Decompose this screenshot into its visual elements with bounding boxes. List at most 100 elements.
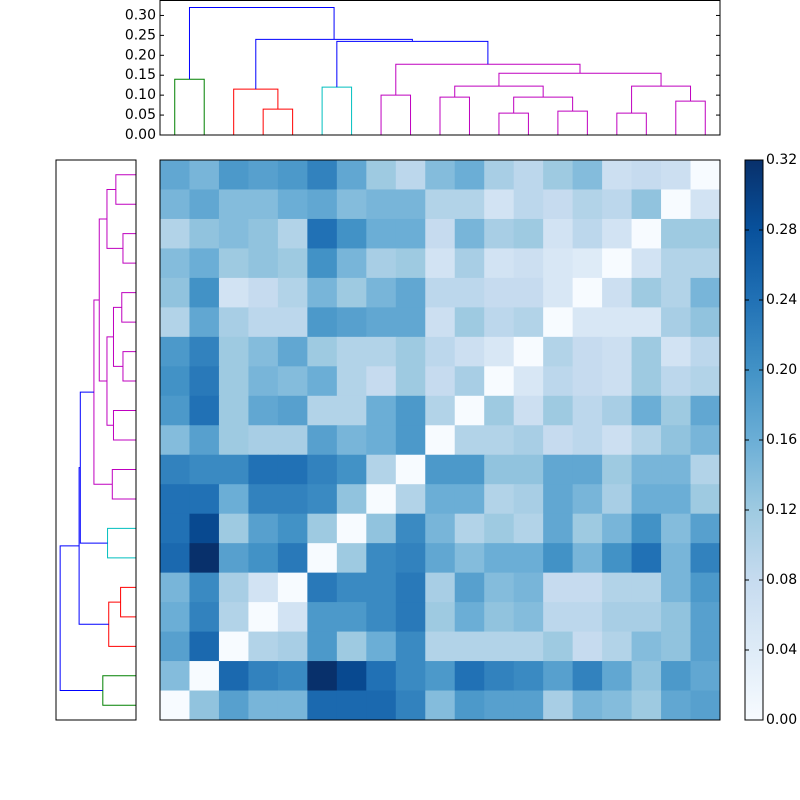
top-dendrogram-link <box>188 6 335 80</box>
heatmap-cell <box>189 661 220 692</box>
heatmap-cell <box>189 248 220 279</box>
heatmap-cell <box>395 366 426 397</box>
heatmap-cell <box>602 366 633 397</box>
heatmap-cell <box>307 160 338 190</box>
heatmap-cell <box>484 513 515 544</box>
heatmap-cell <box>336 661 367 692</box>
heatmap-cell <box>690 631 721 662</box>
heatmap-cell <box>395 484 426 515</box>
heatmap-cell <box>248 572 279 603</box>
heatmap-cell <box>307 602 338 633</box>
colorbar-tick-label: 0.24 <box>766 292 797 308</box>
heatmap-cell <box>572 513 603 544</box>
heatmap-cell <box>513 160 544 190</box>
heatmap-cell <box>484 484 515 515</box>
heatmap-cell <box>307 366 338 397</box>
heatmap-cell <box>631 513 662 544</box>
heatmap-cell <box>454 602 485 633</box>
heatmap-cell <box>336 572 367 603</box>
heatmap-cell <box>189 189 220 220</box>
heatmap-cell <box>160 248 190 279</box>
heatmap-cell <box>543 277 574 308</box>
heatmap-cell <box>454 631 485 662</box>
y-tick-label: 0.05 <box>125 107 156 123</box>
heatmap-cell <box>484 425 515 456</box>
heatmap-cell <box>454 277 485 308</box>
heatmap-cell <box>336 690 367 721</box>
heatmap-cell <box>661 454 692 485</box>
heatmap-cell <box>336 513 367 544</box>
heatmap-cell <box>366 395 397 426</box>
heatmap-cell <box>661 602 692 633</box>
heatmap-cell <box>189 543 220 574</box>
heatmap-cell <box>248 366 279 397</box>
heatmap-cell <box>366 189 397 220</box>
heatmap-cell <box>572 631 603 662</box>
heatmap-cell <box>425 366 456 397</box>
y-tick-label: 0.10 <box>125 87 156 103</box>
heatmap-cell <box>395 277 426 308</box>
heatmap-cell <box>307 395 338 426</box>
heatmap-cell <box>543 572 574 603</box>
heatmap-cell <box>307 631 338 662</box>
y-tick-label: 0.00 <box>125 127 156 143</box>
heatmap-cell <box>690 218 721 249</box>
heatmap-cell <box>248 395 279 426</box>
heatmap-cell <box>690 366 721 397</box>
left-dendrogram-link <box>106 336 114 426</box>
heatmap-cell <box>484 277 515 308</box>
heatmap-cell <box>248 307 279 338</box>
heatmap-cell <box>543 425 574 456</box>
heatmap-cell <box>277 277 308 308</box>
top-dendrogram-link <box>675 100 706 135</box>
heatmap-cell <box>277 160 308 190</box>
heatmap-cell <box>602 690 633 721</box>
heatmap-cell <box>572 248 603 279</box>
heatmap-cell <box>189 572 220 603</box>
colorbar-tick-label: 0.00 <box>766 712 797 728</box>
heatmap-cell <box>543 543 574 574</box>
heatmap-cell <box>602 484 633 515</box>
heatmap-cell <box>160 218 190 249</box>
heatmap-cell <box>218 543 249 574</box>
heatmap-cell <box>160 425 190 456</box>
colorbar-tick-label: 0.28 <box>766 222 797 238</box>
heatmap-cell <box>602 602 633 633</box>
heatmap-cell <box>690 690 721 721</box>
heatmap-cell <box>277 543 308 574</box>
heatmap-cell <box>189 631 220 662</box>
heatmap-cell <box>248 336 279 367</box>
heatmap-cell <box>690 307 721 338</box>
heatmap-cell <box>513 543 544 574</box>
heatmap-cell <box>425 307 456 338</box>
left-dendrogram-link <box>78 467 109 625</box>
heatmap-cell <box>336 425 367 456</box>
heatmap-cell <box>454 572 485 603</box>
heatmap-cell <box>631 484 662 515</box>
heatmap-cell <box>248 218 279 249</box>
heatmap-cell <box>336 602 367 633</box>
heatmap-cell <box>336 307 367 338</box>
heatmap-cell <box>454 484 485 515</box>
heatmap-cell <box>631 543 662 574</box>
heatmap-cell <box>395 395 426 426</box>
heatmap-cell <box>661 484 692 515</box>
heatmap-cell <box>425 661 456 692</box>
heatmap-cell <box>631 690 662 721</box>
heatmap-cell <box>366 336 397 367</box>
heatmap-cell <box>602 248 633 279</box>
heatmap-cell <box>336 336 367 367</box>
heatmap-cell <box>572 572 603 603</box>
heatmap-cell <box>543 366 574 397</box>
heatmap-cell <box>690 602 721 633</box>
heatmap-cell <box>189 425 220 456</box>
top-dendrogram-link <box>321 86 353 135</box>
heatmap-cell <box>160 543 190 574</box>
heatmap-cell <box>572 189 603 220</box>
heatmap-cell <box>572 160 603 190</box>
heatmap-cell <box>454 690 485 721</box>
heatmap-cell <box>366 690 397 721</box>
heatmap-cell <box>277 513 308 544</box>
heatmap-cell <box>572 484 603 515</box>
heatmap-cell <box>572 690 603 721</box>
